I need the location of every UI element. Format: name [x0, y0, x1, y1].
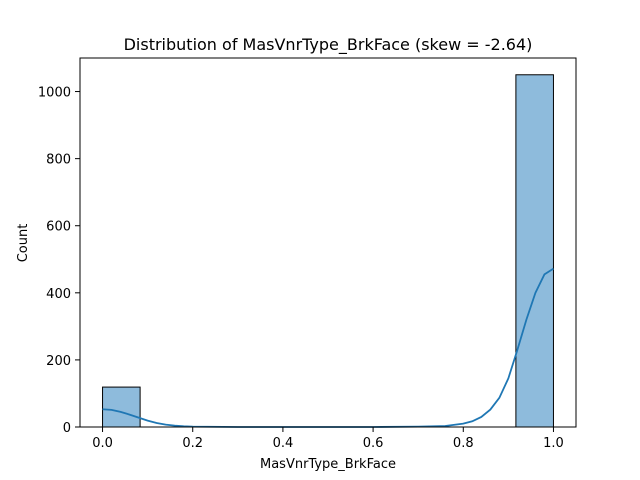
histogram-bar-1 [515, 74, 554, 428]
x-tick-label-1: 0.2 [182, 436, 203, 451]
x-tick-label-3: 0.6 [363, 436, 384, 451]
y-tick-label-5: 1000 [38, 86, 71, 101]
kde-line [102, 267, 554, 428]
histogram-bar-0 [102, 386, 141, 428]
chart-title: Distribution of MasVnrType_BrkFace (skew… [124, 35, 533, 55]
plot-frame [79, 57, 577, 428]
x-tick-label-4: 0.8 [453, 436, 474, 451]
y-axis-label: Count [16, 224, 31, 263]
plot-area: 0.0 0.2 0.4 0.6 0.8 1.0 0 200 400 600 800 1000 [38, 57, 577, 451]
y-tick-label-1: 200 [46, 354, 71, 369]
y-tick-label-4: 800 [46, 153, 71, 168]
x-tick-label-0: 0.0 [92, 436, 113, 451]
x-tick-label-5: 1.0 [543, 436, 564, 451]
y-tick-label-0: 0 [63, 421, 71, 436]
x-axis-label: MasVnrType_BrkFace [260, 457, 396, 472]
y-tick-label-2: 400 [46, 287, 71, 302]
y-tick-label-3: 600 [46, 220, 71, 235]
x-tick-label-2: 0.4 [273, 436, 294, 451]
